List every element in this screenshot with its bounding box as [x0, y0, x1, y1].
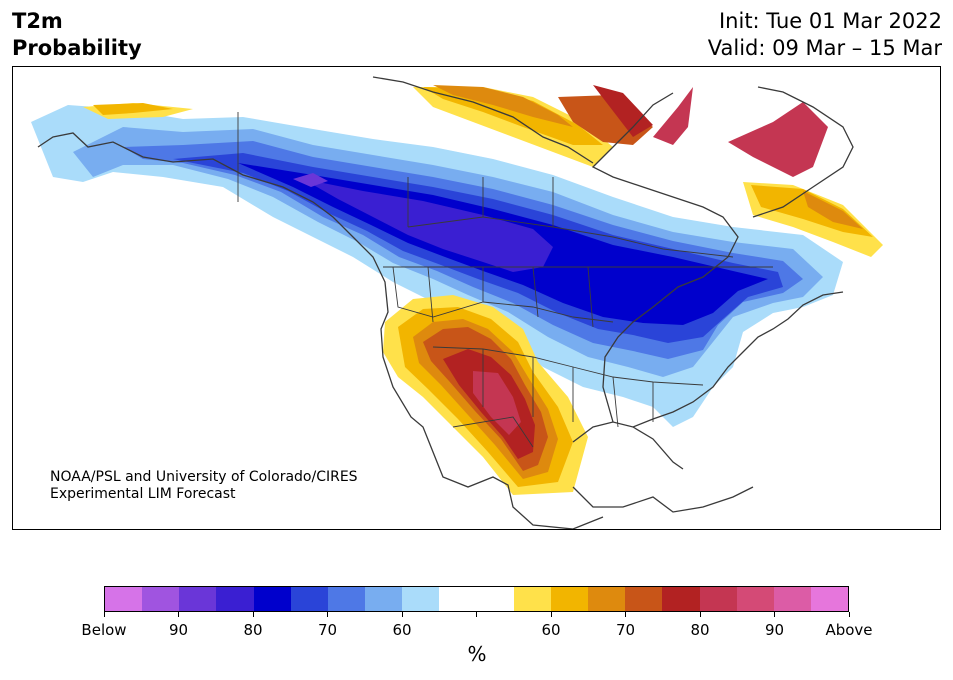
below-95-region	[293, 173, 328, 187]
colorbar-cell	[216, 587, 254, 611]
colorbar-cell	[699, 587, 737, 611]
above-arctic-80	[558, 95, 653, 145]
below-90-region	[303, 179, 553, 272]
above-arctic-75	[433, 85, 573, 127]
colorbar-cell	[736, 587, 774, 611]
colorbar-tick-label: 70	[615, 621, 636, 639]
above-greenland-85b	[653, 87, 693, 145]
colorbar-tick	[327, 612, 328, 617]
colorbar-cell	[179, 587, 217, 611]
colorbar-tick	[550, 612, 552, 617]
above-arctic-60	[413, 87, 613, 167]
probability-map	[31, 76, 883, 529]
credit-line-2: Experimental LIM Forecast	[50, 486, 236, 502]
colorbar-cell	[476, 587, 514, 611]
colorbar-tick	[848, 612, 850, 617]
colorbar-cell	[662, 587, 700, 611]
colorbar-cell	[625, 587, 663, 611]
map-panel: NOAA/PSL and University of Colorado/CIRE…	[12, 66, 941, 530]
colorbar-cell	[588, 587, 626, 611]
title-line-2: Probability	[12, 36, 142, 60]
colorbar-tick	[476, 612, 477, 617]
colorbar-unit: %	[467, 642, 487, 666]
colorbar-cell	[365, 587, 403, 611]
credit-line-1: NOAA/PSL and University of Colorado/CIRE…	[50, 469, 358, 485]
credit-text: NOAA/PSL and University of Colorado/CIRE…	[50, 469, 358, 503]
map-title: T2m Probability	[12, 8, 142, 62]
colorbar-cell	[550, 587, 589, 611]
colorbar-tick-label: Above	[825, 621, 873, 639]
colorbar-cell	[253, 587, 291, 611]
above-alaska-70	[93, 103, 173, 115]
colorbar-cell	[773, 587, 811, 611]
colorbar-cell	[327, 587, 366, 611]
colorbar-tick	[252, 612, 254, 617]
political-borders	[237, 112, 773, 448]
above-southwest-85	[473, 371, 521, 435]
above-greenland-75	[803, 191, 863, 229]
colorbar-cell	[513, 587, 551, 611]
colorbar-tick	[103, 612, 105, 617]
above-arctic-70	[423, 87, 603, 145]
colorbar-cell	[810, 587, 849, 611]
colorbar-tick-label: 90	[764, 621, 785, 639]
colorbar-tick	[625, 612, 626, 617]
colorbar-tick	[774, 612, 775, 617]
title-line-1: T2m	[12, 9, 63, 33]
colorbar-tick-label: Below	[81, 621, 127, 639]
colorbar-cell	[142, 587, 180, 611]
valid-date: Valid: 09 Mar – 15 Mar	[707, 36, 942, 60]
colorbar-cell	[105, 587, 143, 611]
colorbar-cell	[439, 587, 477, 611]
colorbar-tick-label: 80	[243, 621, 263, 639]
colorbar-cell	[290, 587, 328, 611]
colorbar-tick-label: 60	[541, 621, 561, 639]
colorbar-tick	[699, 612, 701, 617]
colorbar-tick	[401, 612, 403, 617]
coastlines	[37, 76, 854, 529]
colorbar-cell	[402, 587, 440, 611]
above-greenland-85c	[593, 85, 653, 137]
colorbar-tick	[178, 612, 179, 617]
above-greenland-85	[728, 102, 828, 177]
colorbar	[104, 586, 849, 612]
colorbar-tick-label: 60	[392, 621, 412, 639]
init-date: Init: Tue 01 Mar 2022	[718, 9, 942, 33]
colorbar-tick-label: 70	[317, 621, 338, 639]
colorbar-tick-label: 80	[690, 621, 710, 639]
colorbar-tick-label: 90	[168, 621, 189, 639]
forecast-dates: Init: Tue 01 Mar 2022 Valid: 09 Mar – 15…	[708, 8, 942, 62]
